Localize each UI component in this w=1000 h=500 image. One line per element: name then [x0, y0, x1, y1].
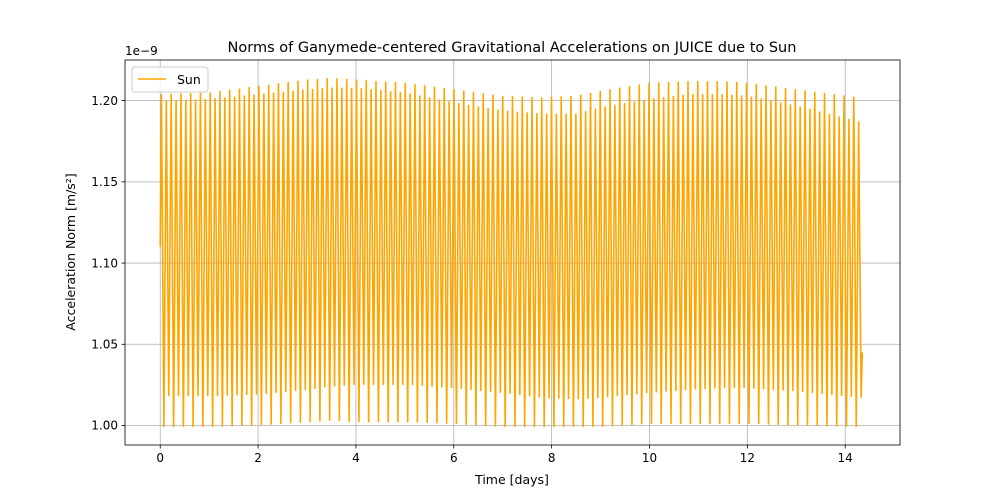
- x-tick-label: 12: [740, 451, 755, 465]
- x-tick-label: 8: [548, 451, 556, 465]
- x-tick-label: 4: [352, 451, 360, 465]
- series-layer: [159, 78, 864, 428]
- tick-layer: 0 2 4 6 8 10 12 14 1.00 1.05 1.10 1.15 1.20: [91, 94, 853, 465]
- y-tick-label: 1.00: [91, 419, 118, 433]
- legend: Sun: [131, 66, 209, 93]
- y-tick-label: 1.10: [91, 256, 118, 270]
- legend-box: [131, 66, 209, 93]
- y-axis-label: Acceleration Norm [m/s²]: [63, 173, 78, 330]
- legend-label-sun: Sun: [177, 72, 201, 87]
- y-tick-label: 1.20: [91, 94, 118, 108]
- x-tick-label: 0: [156, 451, 164, 465]
- y-tick-label: 1.15: [91, 175, 118, 189]
- series-line-sun: [159, 78, 864, 428]
- plot-frame: [124, 59, 901, 446]
- x-tick-label: 6: [450, 451, 458, 465]
- x-tick-label: 14: [838, 451, 853, 465]
- x-tick-label: 2: [254, 451, 262, 465]
- y-tick-label: 1.05: [91, 337, 118, 351]
- chart-title: Norms of Ganymede-centered Gravitational…: [228, 40, 797, 56]
- y-offset-text: 1e−9: [125, 44, 158, 58]
- x-axis-label: Time [days]: [474, 472, 549, 487]
- x-tick-label: 10: [642, 451, 657, 465]
